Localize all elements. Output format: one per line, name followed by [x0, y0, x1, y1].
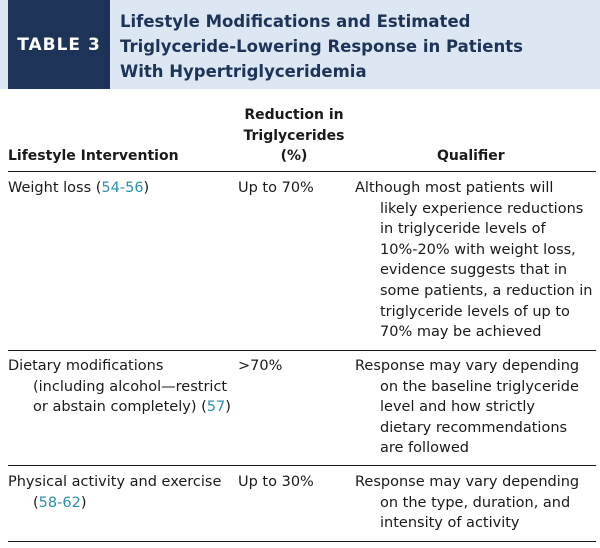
- column-header-reduction-line: (%): [280, 148, 308, 164]
- qualifier-line: triglyceride levels of up to: [380, 303, 570, 320]
- qualifier-cell: Response may vary depending on the basel…: [355, 356, 579, 459]
- row-divider: [8, 350, 596, 351]
- qualifier-line: on the type, duration, and: [380, 494, 571, 511]
- qualifier-cell: Although most patients will likely exper…: [355, 178, 592, 343]
- qualifier-line: 10%-20% with weight loss,: [380, 241, 576, 258]
- qualifier-line: Response may vary depending: [355, 474, 580, 490]
- intervention-text: ): [143, 180, 150, 196]
- intervention-line: Physical activity and exercise: [8, 474, 222, 490]
- intervention-cell: Dietary modifications (including alcohol…: [8, 356, 231, 418]
- qualifier-line: evidence suggests that in: [380, 262, 568, 279]
- intervention-text: or abstain completely) (: [33, 399, 207, 416]
- qualifier-line: Response may vary depending: [355, 358, 580, 374]
- table-header-band: TABLE 3 Lifestyle Modifications and Esti…: [0, 0, 600, 89]
- reference-link[interactable]: 58-62: [38, 494, 81, 511]
- column-header-reduction: Reduction in Triglycerides (%): [236, 105, 352, 167]
- intervention-cell: Weight loss (54-56): [8, 178, 149, 199]
- table-bottom-rule: [8, 541, 596, 542]
- qualifier-line: level and how strictly: [380, 399, 536, 416]
- qualifier-line: in triglyceride levels of: [380, 221, 546, 238]
- intervention-text: Weight loss (: [8, 180, 102, 196]
- intervention-text: (: [33, 494, 39, 511]
- table-label: TABLE 3: [8, 0, 110, 89]
- reduction-cell: Up to 70%: [238, 180, 314, 196]
- table-title-line: Triglyceride-Lowering Response in Patien…: [120, 37, 523, 56]
- intervention-line: or abstain completely) (57): [8, 397, 231, 418]
- column-header-reduction-line: Reduction in: [244, 107, 344, 123]
- column-header-qualifier: Qualifier: [437, 148, 505, 164]
- qualifier-line: Although most patients will: [355, 180, 554, 196]
- reduction-cell: Up to 30%: [238, 474, 314, 490]
- table-title: Lifestyle Modifications and Estimated Tr…: [120, 9, 590, 84]
- reduction-cell: >70%: [238, 358, 283, 374]
- qualifier-line: 70% may be achieved: [380, 324, 542, 341]
- qualifier-line: intensity of activity: [380, 515, 520, 532]
- column-header-intervention: Lifestyle Intervention: [8, 148, 179, 164]
- column-header-reduction-line: Triglycerides: [243, 127, 345, 144]
- qualifier-line: are followed: [380, 440, 469, 457]
- header-divider: [8, 171, 596, 172]
- reference-link[interactable]: 57: [206, 399, 226, 416]
- qualifier-line: likely experience reductions: [380, 200, 584, 217]
- qualifier-cell: Response may vary depending on the type,…: [355, 472, 579, 534]
- qualifier-line: some patients, a reduction in: [380, 282, 593, 299]
- intervention-cell: Physical activity and exercise (58-62): [8, 472, 221, 513]
- table-title-line: With Hypertriglyceridemia: [120, 62, 367, 81]
- intervention-line: (58-62): [8, 493, 221, 514]
- intervention-text: ): [80, 494, 87, 511]
- qualifier-line: on the baseline triglyceride: [380, 378, 579, 395]
- reference-link[interactable]: 54-56: [101, 180, 144, 196]
- intervention-text: ): [225, 399, 231, 416]
- qualifier-line: dietary recommendations: [380, 419, 568, 436]
- intervention-line: (including alcohol—restrict: [33, 378, 228, 395]
- table-title-line: Lifestyle Modifications and Estimated: [120, 12, 471, 31]
- intervention-line: Dietary modifications: [8, 358, 164, 374]
- row-divider: [8, 465, 596, 466]
